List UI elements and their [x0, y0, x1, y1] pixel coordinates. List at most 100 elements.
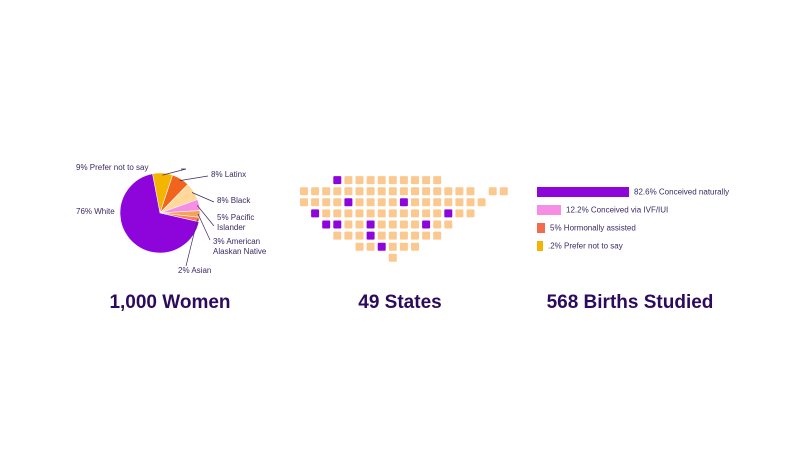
state-tile [444, 220, 453, 229]
pie-slice-label: 8% Latinx [211, 170, 246, 179]
state-tile [411, 209, 419, 218]
state-tile [444, 198, 453, 207]
state-tile [333, 209, 342, 218]
states-count-heading: 49 States [358, 292, 442, 313]
pie-leader-line [185, 219, 198, 267]
state-tile [422, 231, 431, 240]
demographics-pie-chart: 9% Prefer not to say 8% Latinx 8% Black 5% … [76, 163, 267, 275]
state-tile [399, 220, 408, 229]
pie-slice-label: 5% Pacific Islander [217, 213, 254, 232]
state-tile [344, 209, 353, 218]
states-grid-map [300, 176, 508, 262]
state-tile [411, 220, 419, 229]
pie-slice-label: 2% Asian [178, 266, 211, 275]
state-tile [422, 209, 431, 218]
state-tile [355, 176, 364, 185]
bar-rect [537, 187, 629, 197]
state-tile-highlight [399, 198, 408, 207]
state-tile [433, 187, 442, 196]
state-tile [411, 187, 419, 196]
state-tile [333, 231, 342, 240]
births-count-heading: 568 Births Studied [546, 292, 714, 313]
state-tile [433, 176, 442, 185]
pie-leader-line [197, 213, 211, 241]
bar-label: 82.6% Conceived naturally [634, 188, 729, 197]
state-tile [399, 242, 408, 251]
state-tile [411, 242, 419, 251]
state-tile [366, 187, 375, 196]
state-tile [366, 209, 375, 218]
pie-leader-line [162, 168, 187, 176]
state-tile-highlight [366, 231, 375, 240]
state-tile-highlight [444, 209, 453, 218]
conception-bar-chart: 82.6% Conceived naturally 12.2% Conceived… [537, 187, 729, 251]
state-tile [311, 187, 320, 196]
state-tile [399, 176, 408, 185]
state-tile [366, 198, 375, 207]
state-tile-highlight [333, 220, 342, 229]
state-tile [344, 231, 353, 240]
state-tile [355, 209, 364, 218]
pie-slice-label: 76% White [76, 207, 115, 216]
state-tile [466, 198, 475, 207]
pie-slice-label: 8% Black [217, 196, 251, 205]
state-tile [355, 198, 364, 207]
state-tile-highlight [344, 198, 353, 207]
state-tile [388, 198, 397, 207]
conception-bar-panel: 82.6% Conceived naturally 12.2% Conceived… [530, 180, 750, 260]
state-tile [344, 187, 353, 196]
state-tile [388, 220, 397, 229]
state-tile [355, 187, 364, 196]
state-tile [322, 209, 331, 218]
bar-label: .2% Prefer not to say [548, 242, 623, 251]
state-tile [411, 231, 419, 240]
pie-leader-line [196, 205, 215, 227]
pie-slice [119, 173, 200, 254]
state-tile [377, 220, 386, 229]
state-tile [455, 187, 464, 196]
state-tile [311, 198, 320, 207]
state-tile [377, 231, 386, 240]
state-tile [355, 220, 364, 229]
state-tile [466, 209, 475, 218]
state-tile [300, 198, 308, 207]
state-tile [444, 187, 453, 196]
state-tile [333, 187, 342, 196]
state-tile-highlight [422, 220, 431, 229]
demographics-pie-panel: 9% Prefer not to say 8% Latinx 8% Black 5% … [60, 150, 290, 290]
state-tile [422, 176, 431, 185]
state-tile [433, 231, 442, 240]
state-tile-highlight [311, 209, 320, 218]
state-tile [377, 187, 386, 196]
state-tile [399, 231, 408, 240]
women-count-heading: 1,000 Women [109, 292, 231, 313]
state-tile [422, 198, 431, 207]
pie-slice-label: 3% American Alaskan Native [213, 237, 267, 256]
state-tile [322, 198, 331, 207]
state-tile [355, 231, 364, 240]
state-tile [399, 209, 408, 218]
state-tile [488, 187, 497, 196]
state-tile [366, 176, 375, 185]
state-tile [333, 198, 342, 207]
state-tile-highlight [322, 220, 331, 229]
state-tile [388, 176, 397, 185]
pie-slice-label: 9% Prefer not to say [76, 163, 148, 172]
state-tile [433, 209, 442, 218]
state-tile [366, 242, 375, 251]
state-tile [388, 187, 397, 196]
state-tile [455, 209, 464, 218]
state-tile-highlight [377, 242, 386, 251]
state-tile [433, 220, 442, 229]
state-tile [455, 198, 464, 207]
state-tile [411, 176, 419, 185]
state-tile [422, 187, 431, 196]
state-tile [355, 242, 364, 251]
state-tile [499, 187, 508, 196]
state-tile-highlight [333, 176, 342, 185]
state-tile [377, 176, 386, 185]
state-tile [399, 187, 408, 196]
states-map-panel [300, 165, 510, 270]
pie-leader-line [179, 175, 209, 181]
